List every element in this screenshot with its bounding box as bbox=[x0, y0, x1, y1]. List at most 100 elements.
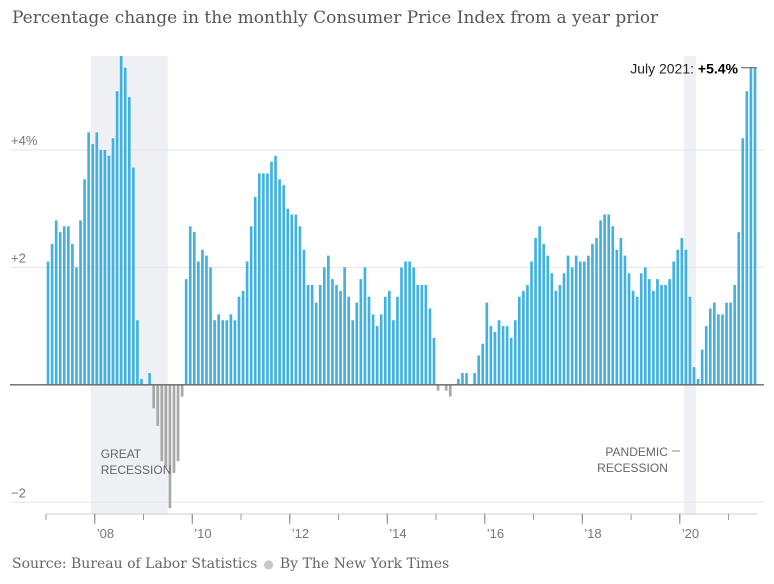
bar bbox=[465, 373, 468, 385]
bar bbox=[115, 91, 119, 385]
bar bbox=[534, 238, 537, 385]
recession-label: PANDEMIC bbox=[605, 445, 668, 459]
bar bbox=[513, 320, 517, 385]
bar bbox=[424, 285, 428, 385]
bar bbox=[274, 155, 277, 385]
bar bbox=[733, 285, 736, 385]
chart-footer: Source: Bureau of Labor Statistics ● By Th… bbox=[12, 556, 449, 572]
x-tick-label: ’18 bbox=[584, 526, 601, 541]
bar bbox=[184, 279, 188, 385]
bar bbox=[526, 285, 529, 385]
x-tick-label: ’16 bbox=[487, 526, 504, 541]
bar bbox=[119, 56, 123, 385]
bar bbox=[461, 373, 464, 385]
bar bbox=[249, 226, 253, 385]
bar bbox=[595, 238, 598, 385]
bar bbox=[245, 261, 249, 385]
bar bbox=[91, 144, 95, 385]
bar bbox=[627, 273, 631, 385]
bar bbox=[152, 384, 155, 409]
bar bbox=[359, 279, 363, 385]
bar bbox=[322, 267, 326, 385]
bar bbox=[160, 384, 164, 462]
bar bbox=[107, 155, 111, 385]
bar bbox=[696, 378, 700, 385]
bar bbox=[233, 320, 237, 385]
chart-labels: GREAT RECESSION PANDEMIC RECESSION July 2021… bbox=[101, 61, 757, 477]
bar bbox=[127, 97, 131, 385]
bar bbox=[660, 285, 663, 385]
bar bbox=[363, 267, 367, 385]
bar bbox=[302, 249, 306, 385]
axes: ’08 ’10 ’12 ’14 ’16 ’18 ’20 bbox=[10, 384, 764, 541]
bar bbox=[50, 243, 54, 385]
bar bbox=[310, 285, 314, 385]
bar bbox=[140, 378, 143, 385]
bar bbox=[619, 238, 623, 385]
gridlines: +4% +2 −2 bbox=[10, 133, 764, 503]
bar bbox=[505, 326, 509, 385]
bar bbox=[566, 255, 570, 385]
bar bbox=[603, 214, 606, 385]
annotation-date: July 2021: bbox=[630, 61, 698, 77]
bar bbox=[688, 296, 692, 385]
bar bbox=[639, 273, 643, 385]
x-tick-label: ’10 bbox=[194, 526, 211, 541]
bar bbox=[444, 384, 448, 391]
bar bbox=[676, 249, 680, 385]
y-tick-label: −2 bbox=[11, 485, 26, 500]
bar bbox=[180, 384, 184, 397]
bar bbox=[367, 296, 371, 385]
bar bbox=[400, 267, 403, 385]
bar bbox=[294, 214, 298, 385]
bar bbox=[501, 326, 505, 385]
bar bbox=[46, 261, 50, 385]
recession-label: RECESSION bbox=[101, 463, 172, 477]
bar bbox=[729, 302, 732, 385]
bar bbox=[692, 367, 696, 385]
bar bbox=[473, 373, 476, 385]
bar bbox=[538, 226, 541, 385]
bar bbox=[282, 185, 286, 385]
bar bbox=[587, 255, 590, 385]
bar bbox=[192, 232, 196, 385]
bar bbox=[509, 337, 513, 385]
y-tick-label: +4% bbox=[11, 133, 38, 148]
bars bbox=[46, 56, 757, 509]
bar bbox=[477, 355, 481, 385]
bar bbox=[546, 255, 550, 385]
bar bbox=[201, 249, 204, 385]
bar bbox=[123, 67, 127, 385]
bar bbox=[266, 173, 269, 385]
bar bbox=[725, 302, 728, 385]
bar bbox=[408, 261, 411, 385]
bar bbox=[530, 261, 533, 385]
bar bbox=[416, 285, 420, 385]
source-note: Source: Bureau of Labor Statistics bbox=[12, 556, 258, 572]
bar bbox=[379, 314, 383, 385]
x-tick-label: ’12 bbox=[292, 526, 309, 541]
bar bbox=[213, 320, 216, 385]
bar bbox=[58, 232, 62, 385]
recession-band bbox=[683, 56, 697, 514]
bar bbox=[558, 285, 562, 385]
bar bbox=[428, 308, 432, 385]
bar bbox=[611, 226, 615, 385]
bar bbox=[371, 314, 375, 385]
bar bbox=[347, 296, 351, 385]
bar bbox=[327, 255, 330, 385]
bar bbox=[156, 384, 160, 426]
bar bbox=[648, 279, 651, 385]
bar bbox=[668, 279, 671, 385]
bar bbox=[270, 161, 273, 385]
bar bbox=[331, 279, 334, 385]
bar bbox=[700, 349, 704, 385]
recession-label: GREAT bbox=[101, 447, 142, 461]
bar bbox=[290, 214, 294, 385]
bar bbox=[343, 267, 346, 385]
bar bbox=[62, 226, 66, 385]
bar bbox=[457, 378, 460, 385]
bar bbox=[745, 91, 749, 385]
bar bbox=[672, 261, 676, 385]
bar bbox=[708, 308, 712, 385]
